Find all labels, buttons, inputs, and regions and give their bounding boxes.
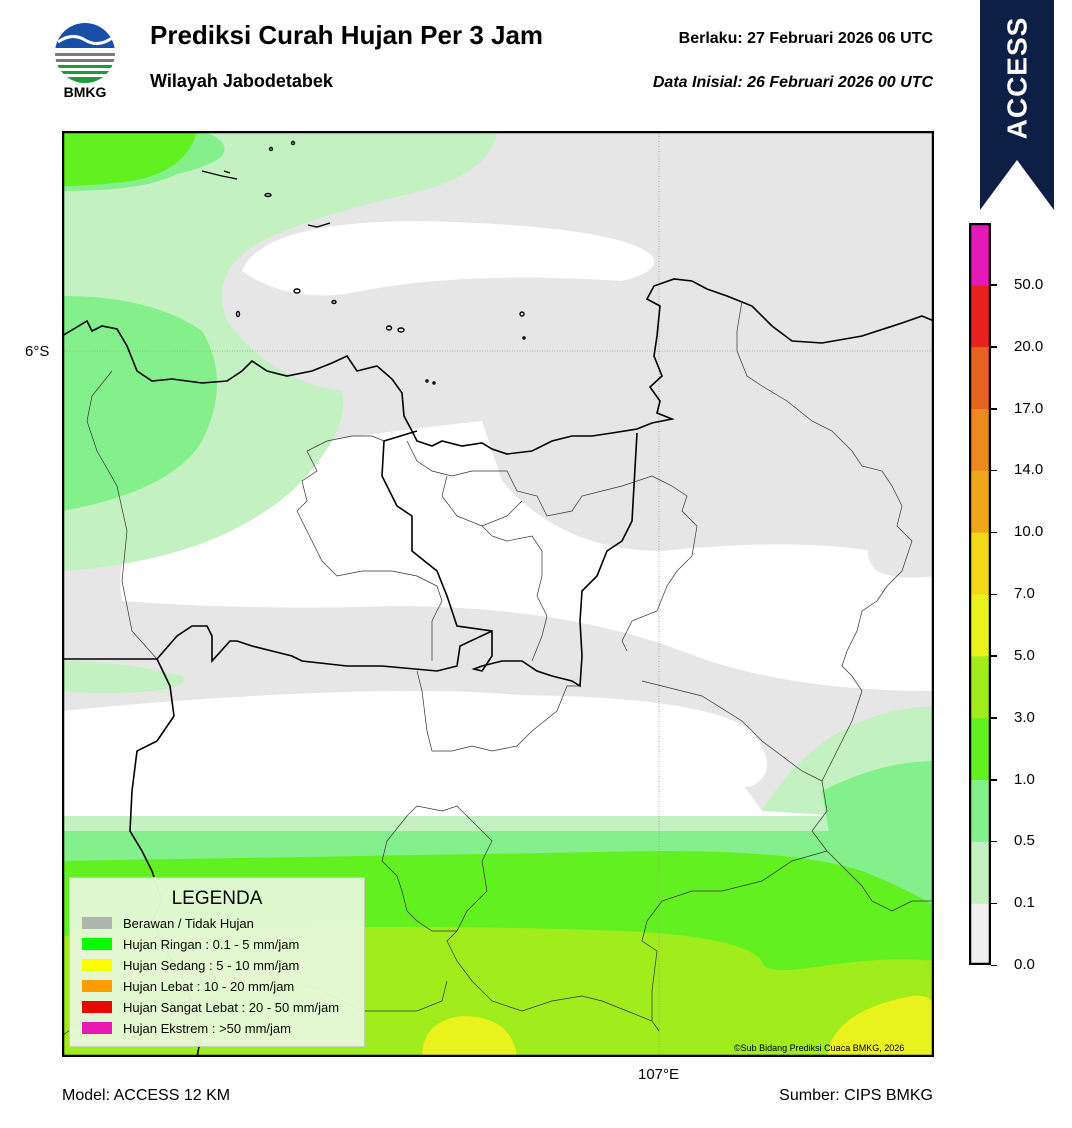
colorbar-segment [969, 841, 991, 904]
colorbar-tick-label: 0.5 [1014, 832, 1035, 850]
legend-item: Hujan Sedang : 5 - 10 mm/jam [82, 957, 299, 973]
colorbar-tick-label: 0.0 [1014, 956, 1035, 973]
page-subtitle: Wilayah Jabodetabek [150, 71, 333, 91]
legend-label: Hujan Ringan : 0.1 - 5 mm/jam [123, 936, 300, 952]
map-frame [62, 131, 934, 1057]
colorbar-segment [969, 717, 991, 780]
legend-label: Hujan Sangat Lebat : 20 - 50 mm/jam [123, 999, 340, 1015]
colorbar-tick-label: 1.0 [1014, 770, 1035, 788]
colorbar-segment [969, 903, 991, 965]
islands [201, 140, 526, 385]
colorbar-tick-label: 0.1 [1014, 894, 1035, 912]
colorbar-tick [991, 655, 997, 657]
colorbar-tick [991, 593, 997, 595]
legend-label: Hujan Ekstrem : >50 mm/jam [123, 1020, 291, 1036]
colorbar-tick-label: 10.0 [1014, 523, 1044, 541]
valid-time: Berlaku: 27 Februari 2026 06 UTC [678, 30, 933, 47]
model-banner [980, 0, 1054, 210]
colorbar-segment [969, 346, 991, 409]
legend-swatch [82, 1022, 112, 1034]
legend-label: Hujan Sedang : 5 - 10 mm/jam [123, 957, 300, 973]
legend-swatch [82, 959, 112, 971]
legend-swatch [82, 980, 112, 992]
colorbar-segment [969, 532, 991, 595]
logo-text: BMKG [63, 84, 107, 100]
regency-boundary [62, 300, 934, 1037]
colorbar-segment [969, 655, 991, 719]
legend-label: Berawan / Tidak Hujan [123, 915, 254, 931]
initial-data-time: Data Inisial: 26 Februari 2026 00 UTC [652, 74, 933, 91]
colorbar-tick [991, 964, 997, 966]
colorbar-tick [991, 902, 997, 905]
colorbar-tick-label: 14.0 [1014, 461, 1044, 479]
colorbar-segment [969, 594, 991, 657]
legend-item: Hujan Lebat : 10 - 20 mm/jam [82, 978, 294, 994]
legend-swatch [82, 917, 112, 929]
colorbar-tick-label: 17.0 [1014, 399, 1044, 417]
colorbar-tick [991, 408, 997, 410]
colorbar-tick [991, 346, 997, 348]
coastline [62, 278, 934, 455]
colorbar-tick-label: 3.0 [1014, 708, 1035, 726]
colorbar-tick [991, 531, 997, 534]
colorbar-segment [969, 470, 991, 533]
colorbar-tick [991, 779, 997, 781]
colorbar-segment [969, 284, 991, 348]
copyright-text: ©Sub Bidang Prediksi Cuaca BMKG, 2026 [734, 1043, 905, 1053]
legend-swatch [82, 1001, 112, 1013]
model-info: Model: ACCESS 12 KM [62, 1087, 231, 1104]
legend-swatch [82, 938, 112, 950]
longitude-label: 107°E [638, 1066, 680, 1083]
colorbar-tick-label: 5.0 [1014, 646, 1035, 664]
latitude-label: 6°S [25, 343, 50, 360]
page-title: Prediksi Curah Hujan Per 3 Jam [150, 20, 544, 50]
bmkg-logo-icon [52, 20, 118, 104]
colorbar-frame [969, 223, 991, 965]
legend-item: Hujan Ringan : 0.1 - 5 mm/jam [82, 936, 299, 952]
legend-label: Hujan Lebat : 10 - 20 mm/jam [123, 978, 295, 994]
colorbar-tick-label: 20.0 [1014, 337, 1044, 355]
colorbar-segment [969, 223, 991, 286]
colorbar-tick-label: 7.0 [1014, 585, 1035, 602]
colorbar-segment [969, 779, 991, 842]
legend-item: Hujan Ekstrem : >50 mm/jam [82, 1020, 291, 1036]
legend-title: LEGENDA [171, 888, 263, 909]
colorbar-segment [969, 408, 991, 471]
colorbar [969, 223, 991, 965]
colorbar-tick [991, 469, 997, 472]
colorbar-tick [991, 717, 997, 719]
data-source: Sumber: CIPS BMKG [779, 1087, 933, 1104]
legend-item: Berawan / Tidak Hujan [82, 915, 254, 931]
colorbar-tick [991, 284, 997, 286]
map-legend: LEGENDA Berawan / Tidak Hujan Hujan Ring… [69, 877, 365, 1047]
colorbar-tick-label: 50.0 [1014, 275, 1044, 293]
legend-item: Hujan Sangat Lebat : 20 - 50 mm/jam [82, 999, 339, 1015]
colorbar-tick [991, 840, 997, 843]
model-banner-label: ACCESS [1001, 16, 1033, 139]
